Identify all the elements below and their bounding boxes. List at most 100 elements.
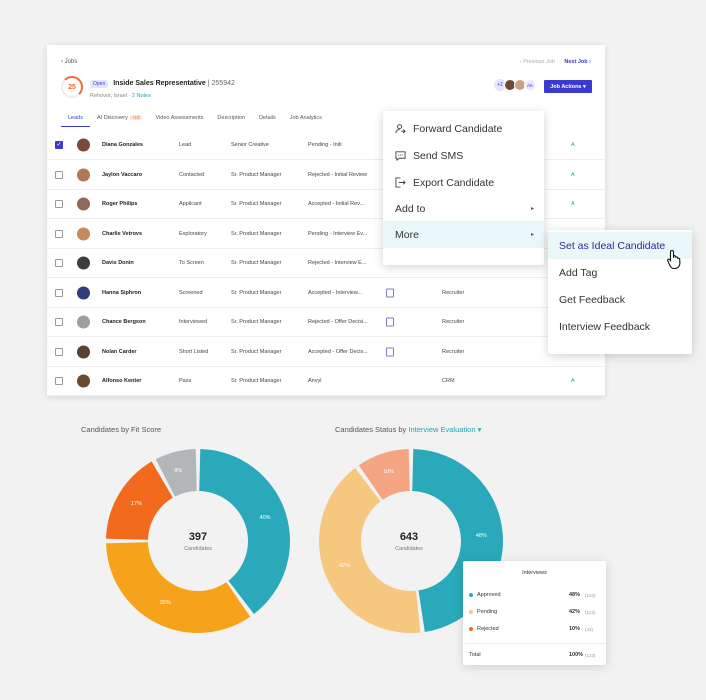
row-checkbox[interactable] bbox=[55, 377, 63, 385]
candidate-result: Accepted - Interview... bbox=[308, 289, 363, 296]
fit-score-total: 397 bbox=[188, 531, 208, 543]
job-actions-button[interactable]: Job Actions ▾ bbox=[544, 80, 592, 93]
row-checkbox[interactable] bbox=[55, 170, 63, 179]
candidate-role: Sr. Product Manager bbox=[231, 319, 282, 325]
legend-label: Approved bbox=[477, 592, 501, 598]
row-checkbox[interactable]: ✓ bbox=[55, 141, 63, 149]
candidate-stage: Interviewed bbox=[179, 319, 208, 325]
tab-description[interactable]: Description bbox=[217, 115, 245, 121]
status-center: 643 Candidates bbox=[379, 531, 439, 552]
tab-details[interactable]: Details bbox=[258, 115, 276, 121]
candidate-name[interactable]: Davis Donin bbox=[102, 260, 134, 266]
export-icon bbox=[395, 177, 406, 188]
table-row[interactable]: Jaylon Vaccaro Contacted Sr. Product Manag… bbox=[47, 161, 605, 190]
legend-percent: 48% bbox=[569, 592, 581, 598]
status-total-label: Candidates bbox=[395, 546, 423, 552]
avatar bbox=[77, 256, 90, 270]
collaborators[interactable]: +2 AK bbox=[494, 79, 536, 91]
interviews-legend: Interviews Approved 48% (123) Pending 42% (12… bbox=[463, 561, 606, 665]
menu-item-set-ideal-candidate[interactable]: Set as Ideal Candidate bbox=[548, 232, 692, 259]
next-job-link[interactable]: Next Job › bbox=[564, 59, 591, 65]
table-row[interactable]: Charlie Vetrovs Exploratory Sr. Product Ma… bbox=[47, 220, 605, 249]
legend-dot bbox=[469, 627, 473, 631]
table-row[interactable]: Hanna Siphron Screened Sr. Product Manager… bbox=[47, 279, 605, 308]
tab-job-analytics[interactable]: Job Analytics bbox=[289, 115, 322, 121]
legend-dot bbox=[469, 610, 473, 614]
candidate-name[interactable]: Jaylon Vaccaro bbox=[102, 171, 143, 178]
tab-bar: Leads AI Discovery +10 Video Assessments … bbox=[61, 111, 329, 127]
legend-count: (123) bbox=[585, 592, 596, 598]
tab-leads[interactable]: Leads bbox=[61, 111, 90, 127]
table-row[interactable]: Alfonso Kenter Pass Sr. Product Manager Anv… bbox=[47, 367, 605, 396]
chevron-right-icon: ▸ bbox=[530, 232, 534, 238]
candidate-stage: Short Listed bbox=[179, 348, 209, 355]
table-row[interactable]: ✓ Diana Gonzales Lead Senior Creative Pendin… bbox=[47, 131, 605, 160]
table-row[interactable]: Chance Bergson Interviewed Sr. Product Man… bbox=[47, 308, 605, 337]
menu-item-export-candidate[interactable]: Export Candidate bbox=[383, 169, 544, 196]
status-chart-title: Candidates Status by Interview Evaluatio… bbox=[335, 425, 482, 434]
table-row[interactable]: Nolan Carder Short Listed Sr. Product Mana… bbox=[47, 338, 605, 367]
more-submenu: Set as Ideal Candidate Add Tag Get Feedb… bbox=[548, 230, 692, 354]
forward-user-icon bbox=[395, 124, 406, 134]
avatar bbox=[77, 286, 90, 299]
back-to-jobs-link[interactable]: ‹ Jobs bbox=[61, 59, 78, 65]
slice-label: 35% bbox=[159, 600, 171, 607]
candidate-result: Anvyl bbox=[308, 378, 322, 384]
document-icon[interactable] bbox=[386, 288, 394, 297]
candidate-name[interactable]: Nolan Carder bbox=[102, 348, 137, 355]
row-checkbox[interactable] bbox=[55, 347, 63, 356]
legend-row: Rejected 10% (43) bbox=[469, 623, 600, 635]
document-icon[interactable] bbox=[386, 347, 394, 356]
avatar bbox=[77, 345, 90, 358]
candidate-name[interactable]: Roger Philips bbox=[102, 201, 138, 207]
candidate-stage: Contacted bbox=[179, 171, 205, 178]
candidate-name[interactable]: Charlie Vetrovs bbox=[102, 230, 143, 237]
candidate-result: Pending - Interview Ev... bbox=[308, 230, 368, 237]
donut-slice[interactable] bbox=[106, 461, 173, 540]
candidate-stage: Screened bbox=[179, 289, 203, 296]
menu-item-get-feedback[interactable]: Get Feedback bbox=[559, 293, 625, 306]
job-meta: Rehovot, Israel · 2 Notes bbox=[90, 93, 151, 99]
status-total: 643 bbox=[399, 531, 419, 543]
candidate-result: Rejected - Interview E... bbox=[308, 260, 367, 266]
donut-slice[interactable] bbox=[318, 467, 421, 633]
candidate-name[interactable]: Hanna Siphron bbox=[102, 289, 142, 296]
chevron-right-icon: ▸ bbox=[530, 206, 534, 212]
notes-link[interactable]: 2 Notes bbox=[131, 93, 151, 99]
tab-ai-discovery[interactable]: AI Discovery +10 bbox=[97, 115, 142, 121]
donut-slice[interactable] bbox=[199, 449, 290, 615]
donut-slice[interactable] bbox=[106, 542, 251, 633]
evaluation-dropdown[interactable]: Interview Evaluation ▾ bbox=[408, 425, 482, 434]
fit-score-center: 397 Candidates bbox=[168, 531, 228, 552]
candidate-score: A bbox=[571, 378, 575, 384]
row-checkbox[interactable] bbox=[55, 318, 63, 326]
previous-job-link[interactable]: ‹ Previous Job bbox=[519, 59, 555, 65]
avatar bbox=[77, 227, 90, 240]
legend-percent: 42% bbox=[569, 609, 581, 615]
candidate-source: Recruiter bbox=[442, 289, 465, 296]
table-row[interactable]: Davis Donin To Screen Sr. Product Manager R… bbox=[47, 249, 605, 278]
table-row[interactable]: Roger Philips Applicant Sr. Product Manage… bbox=[47, 190, 605, 219]
row-checkbox[interactable] bbox=[55, 259, 63, 267]
tab-video-assessments[interactable]: Video Assessments bbox=[155, 115, 204, 121]
row-checkbox[interactable] bbox=[55, 288, 63, 297]
menu-item-send-sms[interactable]: Send SMS bbox=[383, 142, 544, 169]
donut-slice[interactable] bbox=[155, 449, 197, 497]
candidate-name[interactable]: Diana Gonzales bbox=[102, 142, 143, 148]
menu-item-add-to[interactable]: Add to ▸ bbox=[395, 202, 534, 215]
candidate-role: Sr. Product Manager bbox=[231, 201, 282, 207]
candidate-name[interactable]: Alfonso Kenter bbox=[102, 378, 142, 384]
job-header: Open Inside Sales Representative | 25594… bbox=[90, 80, 235, 88]
hand-cursor-icon bbox=[667, 249, 681, 269]
menu-item-add-tag[interactable]: Add Tag bbox=[559, 266, 598, 279]
row-checkbox[interactable] bbox=[55, 200, 63, 208]
document-icon[interactable] bbox=[386, 317, 394, 327]
menu-item-interview-feedback[interactable]: Interview Feedback bbox=[559, 320, 651, 333]
menu-item-forward-candidate[interactable]: Forward Candidate bbox=[383, 115, 544, 142]
candidate-stage: To Screen bbox=[179, 260, 204, 266]
menu-item-more[interactable]: More ▸ bbox=[383, 221, 544, 248]
candidate-stage: Lead bbox=[179, 142, 192, 148]
row-checkbox[interactable] bbox=[55, 229, 63, 238]
candidate-name[interactable]: Chance Bergson bbox=[102, 319, 146, 325]
donut-slice[interactable] bbox=[358, 449, 410, 500]
